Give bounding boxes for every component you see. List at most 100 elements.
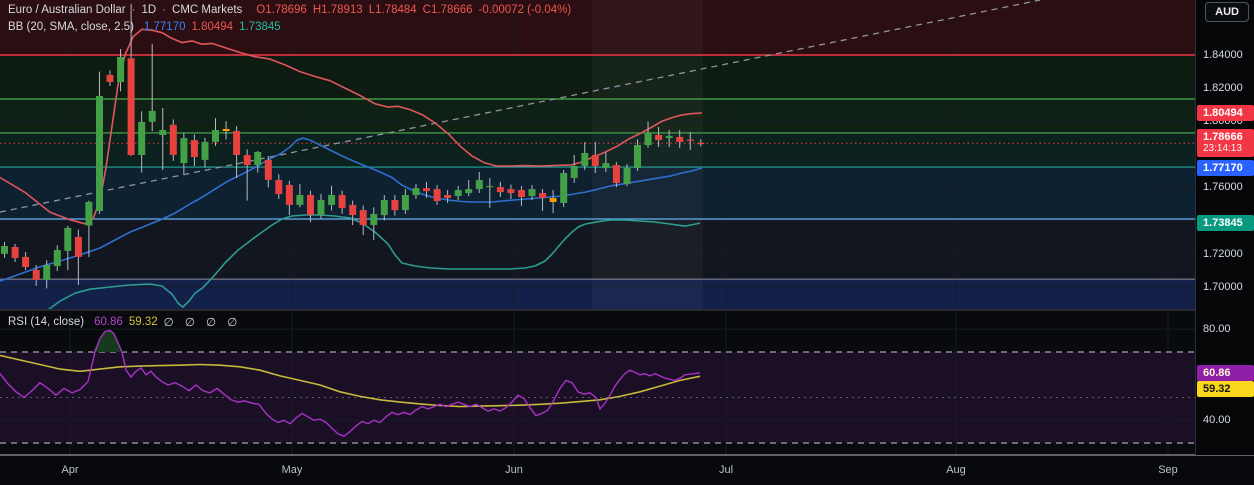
candle-body xyxy=(169,124,177,155)
axis-scale-label: 40.00 xyxy=(1203,414,1231,427)
candle-body xyxy=(212,130,219,142)
candle-body xyxy=(697,142,705,145)
bb-basis-value: 1.77170 xyxy=(143,21,186,33)
candle-body xyxy=(22,256,30,267)
change-value: -0.00072 (-0.04%) xyxy=(478,4,572,16)
bb-upper-value: 1.80494 xyxy=(191,21,234,33)
rsi-pane[interactable] xyxy=(0,311,1195,455)
interval-label[interactable]: 1D xyxy=(141,4,157,16)
axis-price-badge: 1.80494 xyxy=(1197,105,1254,121)
candle-body xyxy=(686,139,694,141)
candle-body xyxy=(338,195,346,209)
candle-body xyxy=(644,133,652,146)
candle-body xyxy=(391,200,399,211)
rsi-main-line[interactable] xyxy=(0,329,701,437)
candle-body xyxy=(85,202,93,226)
candle-body xyxy=(444,195,452,198)
background-band xyxy=(0,167,1195,219)
candle-body xyxy=(581,153,589,166)
candle-body xyxy=(43,265,51,280)
bb-title[interactable]: BB (20, SMA, close, 2.5) xyxy=(8,21,134,33)
bb-lower-line[interactable] xyxy=(47,214,701,310)
candle-body xyxy=(74,236,82,257)
session-highlight xyxy=(592,0,703,309)
time-axis-label: Aug xyxy=(946,464,966,476)
candle-body xyxy=(233,131,241,155)
candle-body xyxy=(412,188,420,196)
candle-body xyxy=(11,247,19,259)
symbol-title[interactable]: Euro / Australian Dollar xyxy=(8,4,126,16)
rsi-ma-value: 59.32 xyxy=(128,316,158,328)
candle-body xyxy=(433,189,441,201)
price-axis[interactable]: 1.84000 1.82000 1.80000 1.76000 1.72000 1.700… xyxy=(1196,0,1254,455)
time-axis-label: Sep xyxy=(1158,464,1178,476)
symbol-legend[interactable]: Euro / Australian Dollar · 1D · CMC Mark… xyxy=(8,4,571,16)
axis-scale-label: 1.84000 xyxy=(1203,49,1243,61)
axis-price-badge: 1.73845 xyxy=(1197,215,1254,232)
bb-basis-line[interactable] xyxy=(0,137,703,282)
candle-body xyxy=(254,152,262,166)
time-axis[interactable]: Apr May Jun Jul Aug Sep xyxy=(0,456,1254,485)
rsi-ma-line[interactable] xyxy=(0,354,701,408)
candle-body xyxy=(560,173,568,203)
candle-body xyxy=(148,110,156,122)
trendline[interactable] xyxy=(0,0,1041,213)
separator-dot: · xyxy=(162,4,167,16)
separator-dot: · xyxy=(131,4,136,16)
candle-body xyxy=(317,200,325,216)
candle-body xyxy=(370,213,378,225)
candle-body xyxy=(264,159,272,180)
candle-body xyxy=(507,189,515,194)
bb-indicator-legend[interactable]: BB (20, SMA, close, 2.5) 1.77170 1.80494… xyxy=(8,21,281,33)
axis-scale-label: 80.00 xyxy=(1203,323,1231,336)
candle-body xyxy=(623,168,631,184)
candle-body xyxy=(243,155,251,166)
candle-body xyxy=(96,96,103,211)
candle-body xyxy=(676,136,684,142)
candle-body xyxy=(64,227,72,251)
candle-body xyxy=(528,189,536,197)
candle-body xyxy=(570,165,578,178)
candle-body xyxy=(138,121,146,155)
background-band xyxy=(0,99,1195,133)
candle-body xyxy=(475,180,483,190)
candle-body xyxy=(602,163,610,169)
background-band xyxy=(0,55,1195,99)
candle-body xyxy=(32,270,40,280)
rsi-overbought-fill xyxy=(93,330,124,352)
exchange-label: CMC Markets xyxy=(172,4,243,16)
candle-body xyxy=(1,246,8,254)
candle-body xyxy=(486,185,494,188)
bb-lower-value: 1.73845 xyxy=(239,21,281,33)
bar-countdown: 23:14:13 xyxy=(1203,143,1242,155)
time-axis-label: Jul xyxy=(718,464,734,476)
axis-scale-label: 1.70000 xyxy=(1203,280,1243,293)
candle-body xyxy=(380,200,388,216)
candle-body xyxy=(285,184,293,205)
background-band xyxy=(0,279,1195,309)
candle-body xyxy=(665,135,673,139)
candle-body xyxy=(518,190,525,197)
axis-scale-label: 1.76000 xyxy=(1203,181,1243,194)
candle-body xyxy=(117,57,125,82)
rsi-indicator-legend[interactable]: RSI (14, close) 60.86 59.32 ∅ ∅ ∅ ∅ xyxy=(8,315,241,329)
ohlc-high: H1.78913 xyxy=(312,4,363,16)
candle-body xyxy=(190,140,198,157)
candle-body xyxy=(591,155,599,166)
rsi-background xyxy=(0,311,1195,455)
rsi-title[interactable]: RSI (14, close) xyxy=(8,316,85,328)
time-axis-label: Jun xyxy=(505,464,523,476)
candle-body xyxy=(359,210,367,225)
candle-body xyxy=(328,195,336,205)
rsi-main-value: 60.86 xyxy=(94,316,123,328)
axis-price-badge: 59.32 xyxy=(1197,381,1254,397)
candle-body xyxy=(222,129,230,131)
candles[interactable] xyxy=(1,3,705,289)
candle-body xyxy=(549,198,557,202)
candle-body xyxy=(496,187,504,193)
candle-body xyxy=(655,134,663,140)
quote-currency-button[interactable]: AUD xyxy=(1205,2,1249,22)
main-pane[interactable] xyxy=(0,0,1195,310)
